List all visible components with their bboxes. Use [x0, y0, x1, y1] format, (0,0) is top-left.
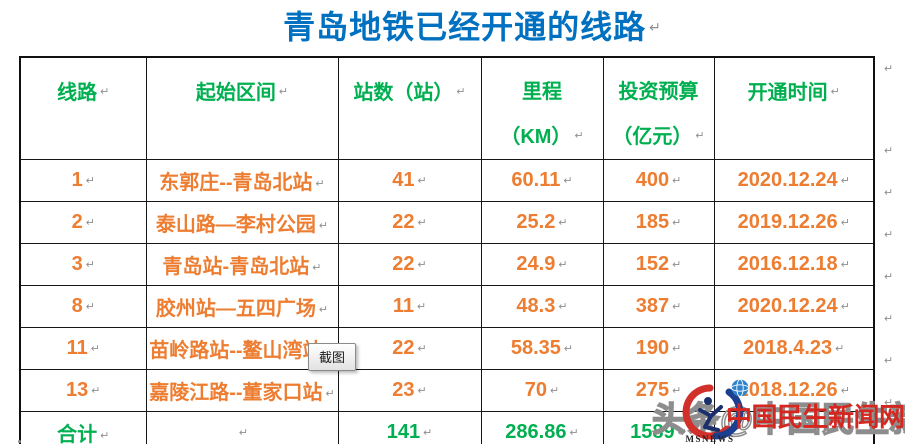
cell-mileage: 58.35 [480, 327, 604, 370]
cell-stations: 22 [337, 243, 482, 286]
row-end-paragraph-mark-icon: ↵ [884, 145, 894, 157]
paragraph-mark-icon: ↵ [649, 19, 662, 35]
cell-stations: 22 [337, 327, 482, 370]
cell-investment: 152 [602, 243, 715, 286]
cell-line: 1 [19, 159, 147, 202]
page-title: 青岛地铁已经开通的线路 ↵ [0, 2, 905, 48]
cell-mileage: 70 [480, 369, 604, 412]
row-end-paragraph-mark-icon: ↵ [884, 187, 894, 199]
cell-investment: 400 [602, 159, 715, 202]
cell-section: 苗岭路站--鳌山湾站 [145, 327, 339, 370]
cell-line: 2 [19, 201, 147, 244]
row-end-paragraph-mark-icon: ↵ [884, 229, 894, 241]
total-mileage-cell: 286.86 [480, 411, 604, 444]
cell-mileage: 60.11 [480, 159, 604, 202]
cell-mileage: 25.2 [480, 201, 604, 244]
screenshot-tooltip: 截图 [308, 343, 357, 371]
logo-globe-line [736, 379, 744, 397]
table-row: 8 胶州站—五四广场 11 48.3 387 2020.12.24 [19, 285, 875, 328]
cell-investment: 387 [602, 285, 715, 328]
row-end-paragraph-mark-icon: ↵ [884, 397, 894, 409]
cell-open-time: 2019.12.26 [713, 201, 875, 244]
row-end-paragraph-mark-icon: ↵ [884, 63, 894, 75]
cell-section: 嘉陵江路--董家口站 [145, 369, 339, 412]
row-end-paragraph-mark-icon: ↵ [884, 313, 894, 325]
cell-open-time: 2020.12.24 [713, 285, 875, 328]
col-header-line: 线路 [19, 56, 147, 160]
cell-open-time: 2020.12.24 [713, 159, 875, 202]
cell-stations: 41 [337, 159, 482, 202]
cell-section: 胶州站—五四广场 [145, 285, 339, 328]
total-label-cell: 合计 [19, 411, 147, 444]
logo-globe-line [731, 384, 749, 392]
watermark-site-name: 中国民生新闻网 [726, 402, 905, 432]
cell-stations: 23 [337, 369, 482, 412]
logo-caption: MSNEWS [685, 434, 734, 444]
msnews-logo-icon: MSNEWS [682, 379, 749, 444]
cell-line: 8 [19, 285, 147, 328]
table-row: 2 泰山路—李村公园 22 25.2 185 2019.12.26 [19, 201, 875, 244]
total-stations-cell: 141 [337, 411, 482, 444]
row-end-paragraph-mark-icon: ↵ [884, 355, 894, 367]
stray-dot [18, 440, 21, 443]
logo-blue-swoosh [712, 388, 744, 440]
metro-lines-table: 线路 起始区间 站数（站） 里程 （KM） 投资预算 （亿元） 开通时间 1 东… [19, 56, 875, 444]
table-row: 1 东郭庄--青岛北站 41 60.11 400 2020.12.24 [19, 159, 875, 202]
cell-open-time: 2018.4.23 [713, 327, 875, 370]
logo-figure-body [698, 405, 723, 432]
cell-section: 东郭庄--青岛北站 [145, 159, 339, 202]
table-row: 11 苗岭路站--鳌山湾站 22 58.35 190 2018.4.23 [19, 327, 875, 370]
logo-figure-head [704, 397, 712, 405]
cell-stations: 11 [337, 285, 482, 328]
col-header-mileage: 里程 （KM） [480, 56, 604, 160]
cell-line: 13 [19, 369, 147, 412]
logo-globe [731, 379, 749, 397]
row-end-paragraph-mark-icon: ↵ [884, 271, 894, 283]
cell-section: 青岛站-青岛北站 [145, 243, 339, 286]
total-section-cell [145, 411, 339, 444]
header-row: 线路 起始区间 站数（站） 里程 （KM） 投资预算 （亿元） 开通时间 [19, 56, 875, 160]
cell-stations: 22 [337, 201, 482, 244]
col-header-open-time: 开通时间 [713, 56, 875, 160]
total-investment-cell: 1589 [602, 411, 715, 444]
cell-mileage: 24.9 [480, 243, 604, 286]
col-header-investment: 投资预算 （亿元） [602, 56, 715, 160]
cell-investment: 185 [602, 201, 715, 244]
cell-open-time: 2016.12.18 [713, 243, 875, 286]
tooltip-text: 截图 [319, 350, 346, 365]
cell-line: 11 [19, 327, 147, 370]
cell-section: 泰山路—李村公园 [145, 201, 339, 244]
col-header-section: 起始区间 [145, 56, 339, 160]
col-header-stations: 站数（站） [337, 56, 482, 160]
page-title-text: 青岛地铁已经开通的线路 [283, 9, 647, 45]
cell-investment: 190 [602, 327, 715, 370]
total-row: 合计 141 286.86 1589 [19, 411, 875, 444]
cell-mileage: 48.3 [480, 285, 604, 328]
table-row: 3 青岛站-青岛北站 22 24.9 152 2016.12.18 [19, 243, 875, 286]
cell-line: 3 [19, 243, 147, 286]
